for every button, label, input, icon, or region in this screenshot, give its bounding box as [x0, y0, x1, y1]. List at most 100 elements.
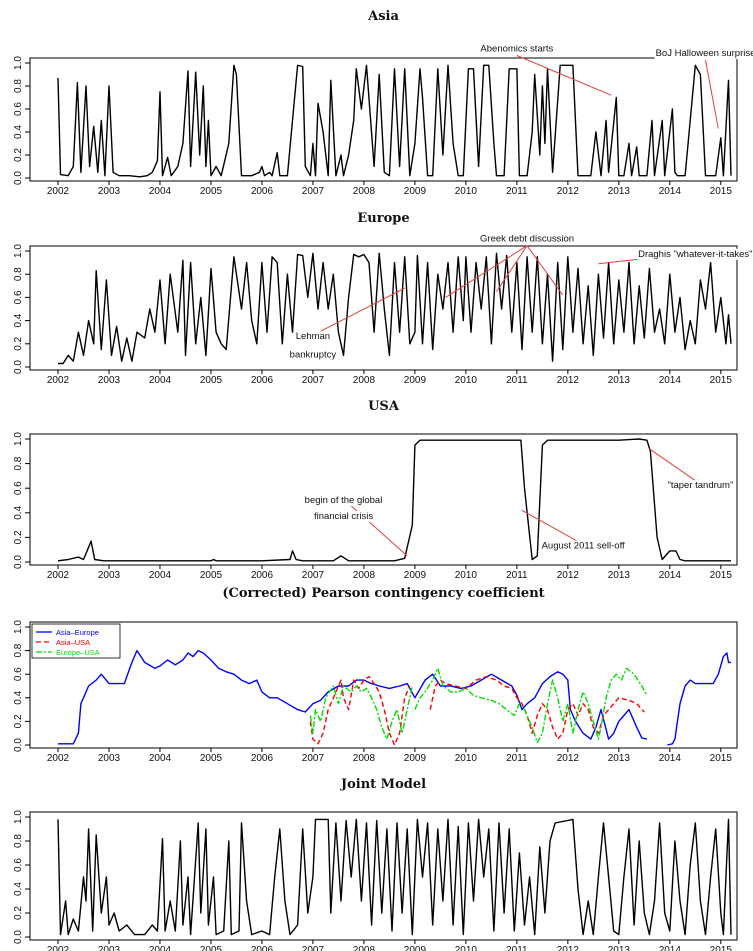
y-tick-label: 0.0 [13, 555, 24, 569]
annotation-pointer [496, 245, 528, 292]
y-tick-label: 0.2 [13, 530, 24, 544]
y-tick-label: 0.4 [13, 690, 24, 704]
x-tick-label: 2005 [200, 945, 223, 951]
y-tick-label: 0.2 [13, 148, 24, 162]
y-tick-label: 0.8 [13, 267, 24, 281]
annotation-label: Draghis "whatever-it-takes" [638, 249, 752, 260]
annotation-background [303, 494, 384, 506]
x-tick-label: 2007 [302, 753, 325, 764]
x-tick-label: 2010 [455, 570, 478, 581]
annotation-background [637, 248, 753, 260]
annotation-background [479, 233, 576, 245]
x-tick-label: 2015 [710, 945, 733, 951]
y-tick-label: 1.0 [13, 432, 24, 446]
x-tick-label: 2009 [404, 945, 427, 951]
annotation-background [294, 331, 332, 343]
chart-title: Europe [357, 211, 409, 226]
chart-title: Asia [367, 9, 399, 24]
y-tick-label: 0.2 [13, 336, 24, 350]
y-tick-label: 0.6 [13, 102, 24, 116]
x-tick-label: 2011 [506, 570, 528, 581]
x-tick-label: 2004 [149, 375, 172, 386]
x-tick-label: 2009 [404, 375, 427, 386]
x-tick-label: 2009 [404, 570, 427, 581]
annotation-background [540, 540, 627, 552]
x-tick-label: 2006 [251, 375, 274, 386]
plot-frame [29, 811, 738, 941]
annotation-background [312, 510, 375, 522]
annotation-label: August 2011 sell-off [542, 540, 625, 551]
x-tick-label: 2003 [98, 945, 121, 951]
x-tick-label: 2013 [608, 375, 631, 386]
legend-entry: Asia–USA [56, 638, 90, 647]
annotation-label: bankruptcy [290, 350, 337, 361]
series-line-0 [58, 252, 732, 365]
x-tick-label: 2005 [200, 753, 223, 764]
series-line-2 [414, 667, 648, 744]
x-tick-label: 2008 [353, 945, 376, 951]
x-tick-label: 2011 [506, 945, 528, 951]
series-line-0 [57, 818, 732, 936]
y-tick-label: 0.0 [13, 360, 24, 374]
x-tick-label: 2014 [659, 570, 682, 581]
annotation-background [654, 48, 753, 60]
chart-title: USA [368, 399, 400, 414]
x-tick-label: 2013 [608, 186, 631, 197]
y-tick-label: 0.6 [13, 667, 24, 681]
annotation-pointer [343, 498, 408, 557]
x-tick-label: 2011 [506, 753, 528, 764]
y-tick-label: 1.0 [13, 810, 24, 824]
chart-panel-4: Joint Model 0.0 0.2 0.4 0.6 0.8 1.0 2002 2003 200… [13, 777, 738, 951]
x-tick-label: 2011 [506, 375, 528, 386]
y-tick-label: 0.8 [13, 643, 24, 657]
x-tick-label: 2006 [251, 753, 274, 764]
legend-box [31, 623, 121, 659]
series-line-1 [309, 675, 411, 746]
annotation-pointer [526, 245, 564, 296]
x-tick-label: 2010 [455, 375, 478, 386]
y-tick-label: 0.8 [13, 79, 24, 93]
annotation-label: Abenomics starts [480, 44, 553, 55]
x-tick-label: 2002 [47, 945, 70, 951]
x-tick-label: 2006 [251, 186, 274, 197]
x-tick-label: 2008 [353, 753, 376, 764]
x-tick-label: 2008 [353, 186, 376, 197]
x-tick-label: 2010 [455, 753, 478, 764]
x-tick-label: 2009 [404, 186, 427, 197]
y-tick-label: 0.6 [13, 290, 24, 304]
y-tick-label: 1.0 [13, 244, 24, 258]
chart-panel-3: (Corrected) Pearson contingency coeffici… [13, 586, 738, 764]
plot-frame [29, 245, 738, 371]
x-tick-label: 2003 [98, 753, 121, 764]
series-line-0 [667, 652, 731, 746]
annotation-pointer [649, 448, 701, 485]
x-tick-label: 2012 [557, 375, 580, 386]
x-tick-label: 2004 [149, 945, 172, 951]
x-tick-label: 2005 [200, 186, 223, 197]
x-tick-label: 2002 [47, 753, 70, 764]
x-tick-label: 2013 [608, 753, 631, 764]
annotation-label: Greek debt discussion [480, 234, 574, 245]
x-tick-label: 2006 [251, 945, 274, 951]
chart-title: (Corrected) Pearson contingency coeffici… [222, 586, 544, 601]
annotation-pointer [312, 287, 405, 336]
x-tick-label: 2009 [404, 753, 427, 764]
plot-frame [29, 621, 738, 749]
y-tick-label: 0.6 [13, 858, 24, 872]
series-line-1 [429, 675, 645, 740]
plot-frame [29, 433, 738, 566]
x-tick-label: 2007 [302, 570, 325, 581]
x-tick-label: 2015 [710, 570, 733, 581]
annotation-pointer [516, 55, 612, 96]
x-tick-label: 2010 [455, 186, 478, 197]
chart-panel-1: Europe 0.0 0.2 0.4 0.6 0.8 1.0 2002 2003 2004 2005… [13, 211, 753, 386]
y-tick-label: 0.0 [13, 738, 24, 752]
x-tick-label: 2004 [149, 753, 172, 764]
x-tick-label: 2012 [557, 186, 580, 197]
series-line-0 [57, 64, 732, 178]
x-tick-label: 2002 [47, 375, 70, 386]
y-tick-label: 1.0 [13, 56, 24, 70]
x-tick-label: 2008 [353, 375, 376, 386]
x-tick-label: 2012 [557, 753, 580, 764]
